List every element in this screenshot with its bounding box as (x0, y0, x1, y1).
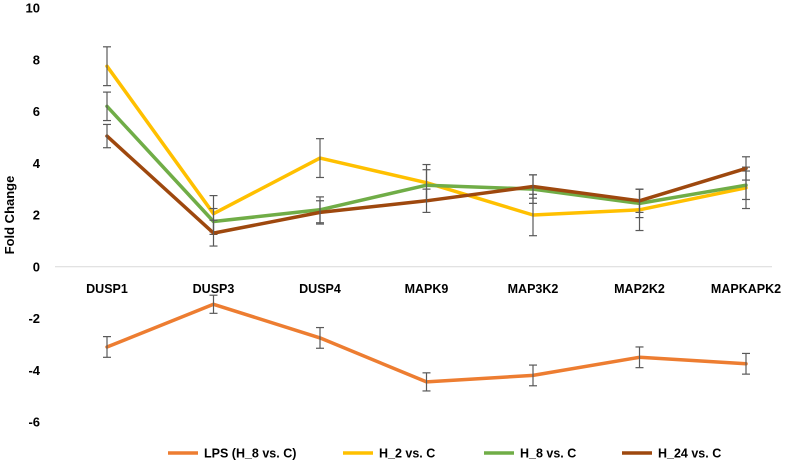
error-bar (316, 326, 324, 349)
y-tick-label: 6 (33, 104, 40, 119)
x-category-label: DUSP4 (299, 282, 341, 296)
x-category-label: DUSP3 (193, 282, 235, 296)
x-category-label: MAPK9 (405, 282, 449, 296)
y-tick-label: 0 (33, 259, 40, 274)
legend-entry: H_24 vs. C (622, 447, 721, 461)
legend: LPS (H_8 vs. C) H_2 vs. C H_8 vs. C H_24 vs… (168, 447, 721, 461)
x-category-label: MAP3K2 (508, 282, 559, 296)
y-tick-label: -6 (28, 415, 40, 430)
error-bar (103, 91, 111, 122)
y-tick-label: -2 (28, 311, 40, 326)
x-category-label: MAPKAPK2 (711, 282, 781, 296)
x-category-label: DUSP1 (86, 282, 128, 296)
y-axis-title: Fold Change (2, 176, 17, 255)
x-category-label: MAP2K2 (614, 282, 665, 296)
y-tick-label: 10 (26, 1, 40, 16)
error-bar (742, 352, 750, 375)
error-bar (422, 372, 431, 392)
error-bar (209, 219, 218, 247)
legend-entry: LPS (H_8 vs. C) (168, 447, 296, 461)
y-tick-label: 8 (33, 52, 40, 67)
error-bar (103, 336, 111, 358)
error-bar (635, 188, 644, 214)
error-bar (209, 294, 218, 314)
series-4 (103, 123, 750, 247)
error-bar (422, 188, 431, 214)
error-bar (103, 46, 111, 87)
error-bar (103, 123, 111, 149)
y-axis-ticks: -6 -4 -2 0 2 4 6 8 10 (26, 1, 41, 430)
series-3 (103, 91, 750, 236)
series-line (105, 302, 748, 384)
error-bar (529, 364, 537, 387)
error-bar (635, 346, 644, 369)
legend-entry: H_2 vs. C (343, 447, 435, 461)
category-labels: DUSP1 DUSP3 DUSP4 MAPK9 MAP3K2 MAP2K2 MAPKAPK2 (86, 282, 781, 296)
legend-label: LPS (H_8 vs. C) (204, 447, 296, 461)
legend-label: H_8 vs. C (520, 447, 576, 461)
series-layer (103, 46, 750, 392)
error-bar (316, 200, 324, 225)
legend-label: H_24 vs. C (658, 447, 721, 461)
error-bar (529, 174, 537, 199)
error-bar (742, 156, 750, 181)
error-bar (316, 138, 324, 179)
y-tick-label: -4 (28, 363, 40, 378)
legend-label: H_2 vs. C (379, 447, 435, 461)
y-tick-label: 4 (33, 156, 41, 171)
legend-entry: H_8 vs. C (484, 447, 576, 461)
y-tick-label: 2 (33, 208, 40, 223)
series-1 (103, 294, 750, 392)
